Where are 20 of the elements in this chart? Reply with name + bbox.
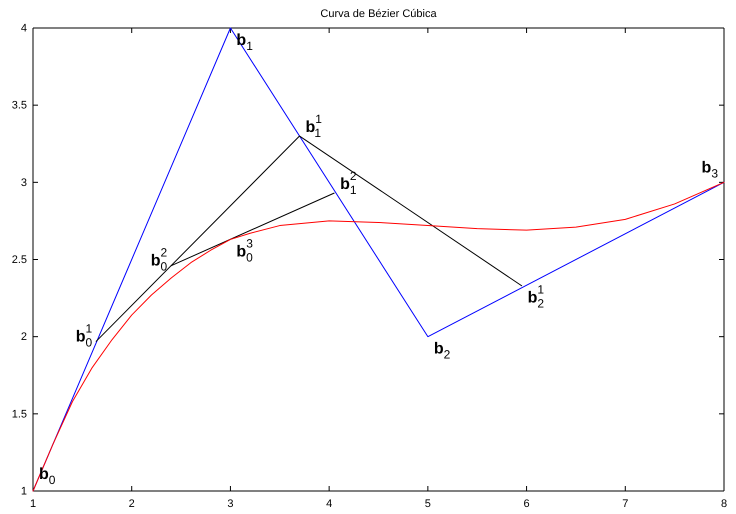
- y-tick-label: 3.5: [12, 100, 27, 112]
- y-tick-label: 1.5: [12, 408, 27, 420]
- y-tick-label: 4: [20, 22, 27, 35]
- x-tick-label: 5: [424, 498, 431, 510]
- y-tick-label: 3: [20, 176, 27, 189]
- x-tick-label: 6: [524, 498, 530, 510]
- chart-title: Curva de Bézier Cúbica: [320, 8, 438, 20]
- y-tick-label: 2.5: [12, 254, 27, 266]
- x-tick-label: 3: [227, 498, 234, 510]
- x-tick-label: 4: [326, 498, 332, 510]
- x-tick-label: 8: [720, 498, 728, 510]
- y-tick-label: 2: [20, 331, 27, 344]
- annotation: b$_{0}$: [39, 466, 56, 487]
- annotation: b$_{3}$: [702, 159, 718, 180]
- x-tick-label: 7: [622, 498, 628, 510]
- annotation: b$_{2}$: [434, 340, 451, 362]
- x-tick-label: 2: [128, 498, 135, 510]
- x-tick-label: 1: [30, 498, 36, 510]
- y-tick-label: 1: [20, 486, 27, 498]
- annotation: b$_{1}$: [236, 32, 254, 53]
